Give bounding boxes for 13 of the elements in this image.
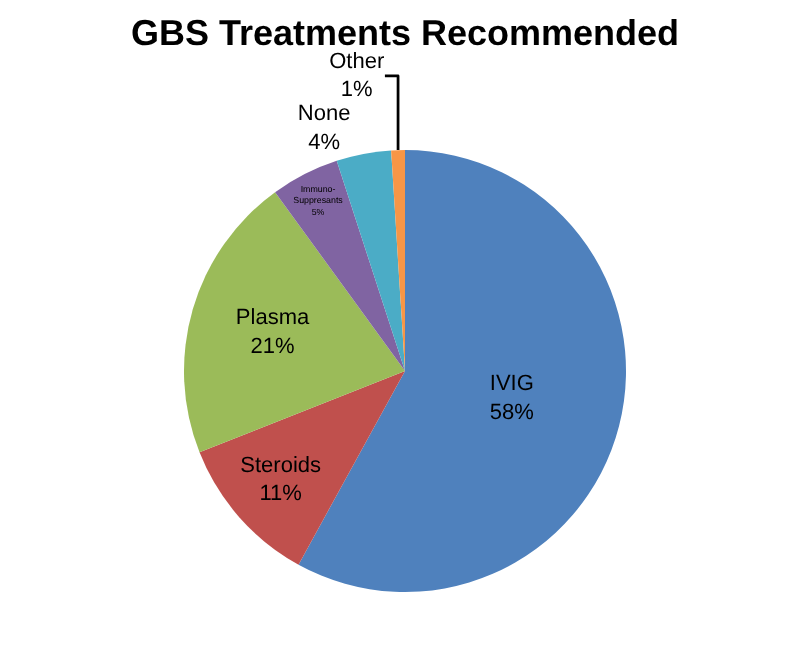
slice-label: Other [329, 49, 385, 74]
slice-label: IVIG [489, 372, 534, 397]
data-label: 1% [340, 78, 374, 103]
chart-title: GBS Treatments Recommended [130, 12, 680, 53]
slice-label: None [297, 102, 351, 127]
data-label: 21% [250, 335, 295, 360]
data-label: 11% [259, 482, 303, 507]
pie-slice [199, 371, 405, 565]
slice-label: Steroids [240, 453, 323, 478]
slice-label: Plasma [235, 306, 311, 331]
data-label: 58% [489, 400, 535, 425]
pie-slice [184, 192, 405, 453]
data-label: 4% [308, 130, 341, 155]
